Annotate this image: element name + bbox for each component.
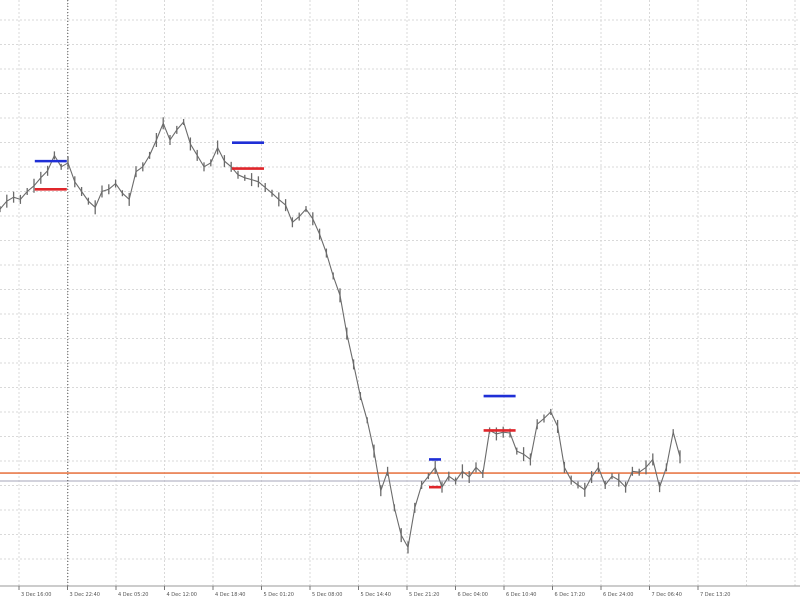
x-tick-label: 6 Dec 04:00	[458, 592, 488, 598]
x-tick-label: 6 Dec 17:20	[555, 592, 585, 598]
x-tick-label: 5 Dec 14:40	[361, 592, 391, 598]
price-series-layer	[0, 117, 681, 554]
x-tick-label: 6 Dec 10:40	[506, 592, 536, 598]
marker-layer	[34, 141, 516, 489]
x-tick-label: 5 Dec 01:20	[264, 592, 294, 598]
x-tick-label: 4 Dec 12:00	[167, 592, 197, 598]
x-tick-label: 4 Dec 18:40	[215, 592, 245, 598]
grid-layer	[0, 0, 800, 586]
horizontal-lines-layer	[0, 472, 800, 482]
x-tick-label: 4 Dec 05:20	[118, 592, 148, 598]
x-tick-label: 3 Dec 16:00	[21, 592, 51, 598]
x-tick-label: 5 Dec 08:00	[312, 592, 342, 598]
x-tick-label: 7 Dec 13:20	[700, 592, 730, 598]
x-axis-layer: 3 Dec 16:00 3 Dec 22:40 4 Dec 05:20 4 Dec 1…	[0, 585, 800, 598]
x-tick-label: 3 Dec 22:40	[70, 592, 100, 598]
x-tick-label: 5 Dec 21:20	[409, 592, 439, 598]
x-tick-label: 7 Dec 06:40	[652, 592, 682, 598]
x-tick-label: 6 Dec 24:00	[603, 592, 633, 598]
